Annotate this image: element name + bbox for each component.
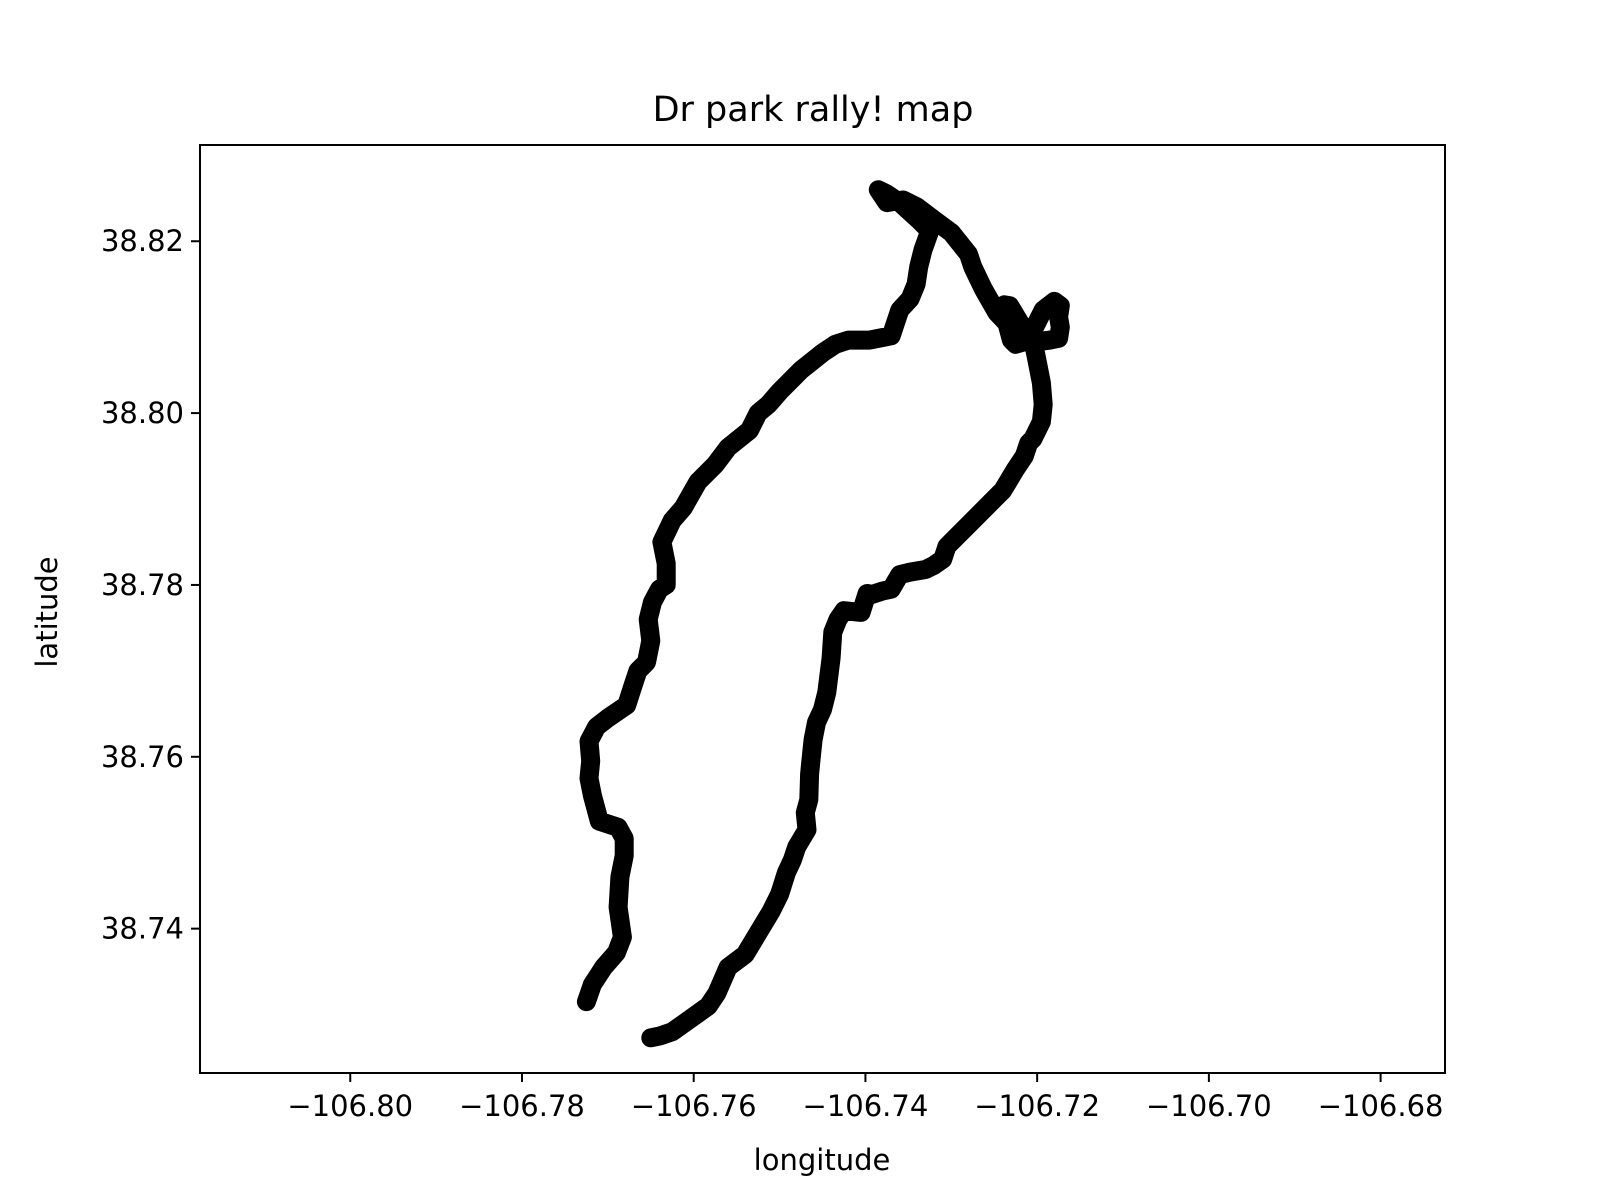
x-tick-label: −106.68 [1318, 1089, 1444, 1123]
x-tick-label: −106.70 [1146, 1089, 1272, 1123]
plot-frame [199, 144, 1446, 1074]
y-tick-label: 38.76 [101, 740, 184, 774]
y-tick-label: 38.74 [101, 912, 184, 946]
plot-area [576, 180, 1070, 1048]
x-tick-label: −106.78 [459, 1089, 585, 1123]
y-tick-label: 38.80 [101, 396, 184, 430]
x-tick-label: −106.80 [287, 1089, 413, 1123]
x-axis: −106.80 −106.78 −106.76 −106.74 −106.72 −106.… [287, 1073, 1443, 1123]
x-axis-label: longitude [754, 1143, 891, 1177]
y-tick-label: 38.78 [101, 568, 184, 602]
chart-title: Dr park rally! map [653, 90, 974, 130]
y-axis-label: latitude [30, 556, 64, 667]
y-tick-label: 38.82 [101, 224, 184, 258]
y-axis: 38.74 38.76 38.78 38.80 38.82 [101, 224, 200, 946]
x-tick-label: −106.72 [974, 1089, 1100, 1123]
x-tick-label: −106.74 [803, 1089, 929, 1123]
track-line [576, 180, 1070, 1048]
x-tick-label: −106.76 [631, 1089, 757, 1123]
